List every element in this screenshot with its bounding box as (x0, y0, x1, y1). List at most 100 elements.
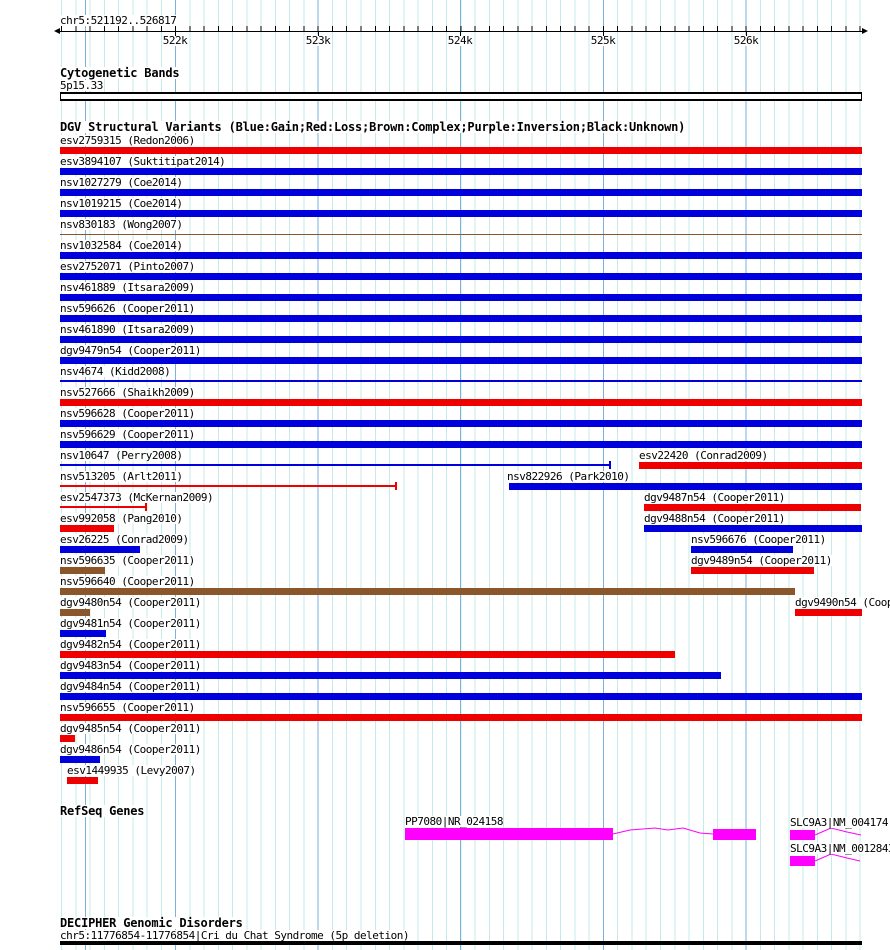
variant-label[interactable]: dgv9485n54 (Cooper2011) (60, 722, 201, 735)
gene-exon[interactable] (790, 830, 815, 840)
variant-bar[interactable] (60, 399, 862, 406)
variant-bar[interactable] (60, 485, 396, 487)
variant-bar[interactable] (60, 546, 140, 553)
variant-bar[interactable] (60, 273, 862, 280)
variant-label[interactable]: dgv9484n54 (Cooper2011) (60, 680, 201, 693)
cytoband-label[interactable]: 5p15.33 (60, 79, 103, 92)
variant-bar[interactable] (60, 693, 862, 700)
ruler-tickmarks (60, 26, 862, 31)
variant-label[interactable]: nsv10647 (Perry2008) (60, 449, 183, 462)
variant-bar-end-tick[interactable] (395, 482, 397, 490)
variant-label[interactable]: dgv9483n54 (Cooper2011) (60, 659, 201, 672)
variant-label[interactable]: nsv596626 (Cooper2011) (60, 302, 195, 315)
gene-label[interactable]: SLC9A3|NM_0012843 (790, 843, 890, 854)
ruler-major-tick (746, 32, 747, 36)
variant-label[interactable]: nsv596655 (Cooper2011) (60, 701, 195, 714)
variant-bar[interactable] (639, 462, 862, 469)
variant-label[interactable]: esv2759315 (Redon2006) (60, 134, 195, 147)
variant-label[interactable]: nsv822926 (Park2010) (507, 470, 630, 483)
variant-label[interactable]: nsv830183 (Wong2007) (60, 218, 183, 231)
variant-label[interactable]: esv1449935 (Levy2007) (67, 764, 196, 777)
gene-intron-line[interactable] (612, 827, 714, 835)
gene-intron-line[interactable] (814, 827, 862, 836)
variant-bar[interactable] (60, 714, 862, 721)
variant-label[interactable]: nsv527666 (Shaikh2009) (60, 386, 195, 399)
variant-bar[interactable] (644, 525, 862, 532)
variant-label[interactable]: nsv4674 (Kidd2008) (60, 365, 171, 378)
variant-label[interactable]: nsv596628 (Cooper2011) (60, 407, 195, 420)
variant-bar[interactable] (60, 189, 862, 196)
variant-bar[interactable] (60, 357, 862, 364)
variant-label[interactable]: dgv9479n54 (Cooper2011) (60, 344, 201, 357)
variant-bar[interactable] (60, 672, 721, 679)
variant-label[interactable]: esv992058 (Pang2010) (60, 512, 183, 525)
variant-label[interactable]: nsv461889 (Itsara2009) (60, 281, 195, 294)
variant-label[interactable]: nsv513205 (Arlt2011) (60, 470, 183, 483)
variant-bar[interactable] (60, 735, 75, 742)
variant-bar[interactable] (60, 210, 862, 217)
variant-bar[interactable] (60, 506, 146, 508)
decipher-entry-label[interactable]: chr5:11776854-11776854|Cri du Chat Syndr… (60, 929, 410, 942)
variant-bar[interactable] (60, 567, 105, 574)
variant-bar[interactable] (60, 588, 795, 595)
variant-bar[interactable] (60, 168, 862, 175)
variant-label[interactable]: esv2752071 (Pinto2007) (60, 260, 195, 273)
variant-bar[interactable] (60, 147, 862, 154)
variant-bar[interactable] (60, 609, 90, 616)
variant-bar[interactable] (60, 252, 862, 259)
variant-bar[interactable] (691, 567, 814, 574)
variant-bar[interactable] (60, 420, 862, 427)
variant-label[interactable]: nsv1019215 (Coe2014) (60, 197, 183, 210)
variant-bar[interactable] (644, 504, 861, 511)
variant-bar[interactable] (795, 609, 862, 616)
variant-bar[interactable] (60, 336, 862, 343)
variant-bar[interactable] (60, 756, 100, 763)
variant-bar[interactable] (60, 234, 862, 235)
gene-intron-line[interactable] (814, 853, 861, 862)
ruler-tick-label: 523k (305, 34, 331, 47)
variant-bar-end-tick[interactable] (145, 503, 147, 511)
variant-label[interactable]: nsv461890 (Itsara2009) (60, 323, 195, 336)
variant-bar[interactable] (60, 651, 675, 658)
variant-label[interactable]: dgv9482n54 (Cooper2011) (60, 638, 201, 651)
variant-label[interactable]: dgv9481n54 (Cooper2011) (60, 617, 201, 630)
variant-label[interactable]: esv26225 (Conrad2009) (60, 533, 189, 546)
dgv-section-title: DGV Structural Variants (Blue:Gain;Red:L… (60, 120, 686, 134)
variant-label[interactable]: dgv9490n54 (Coop (795, 597, 890, 608)
variant-label[interactable]: nsv596676 (Cooper2011) (691, 533, 826, 546)
variant-label[interactable]: nsv596629 (Cooper2011) (60, 428, 195, 441)
variant-label[interactable]: dgv9486n54 (Cooper2011) (60, 743, 201, 756)
variant-label[interactable]: nsv596640 (Cooper2011) (60, 575, 195, 588)
gene-label[interactable]: SLC9A3|NM_004174 (790, 816, 888, 829)
variant-bar[interactable] (60, 294, 862, 301)
variant-bar[interactable] (67, 777, 98, 784)
variant-bar[interactable] (60, 630, 106, 637)
variant-label[interactable]: nsv1032584 (Coe2014) (60, 239, 183, 252)
variant-bar[interactable] (60, 380, 862, 382)
cytoband-band[interactable] (60, 92, 862, 101)
ruler-tick-label: 524k (447, 34, 473, 47)
variant-label[interactable]: nsv596635 (Cooper2011) (60, 554, 195, 567)
variant-bar[interactable] (509, 483, 862, 490)
gene-exon[interactable] (713, 829, 756, 840)
variant-label[interactable]: dgv9488n54 (Cooper2011) (644, 512, 785, 525)
variant-label[interactable]: nsv1027279 (Coe2014) (60, 176, 183, 189)
variant-bar[interactable] (691, 546, 793, 553)
variant-label[interactable]: dgv9487n54 (Cooper2011) (644, 491, 785, 504)
variant-label[interactable]: dgv9480n54 (Cooper2011) (60, 596, 201, 609)
decipher-deletion-bar[interactable] (60, 941, 862, 945)
gene-exon[interactable] (405, 828, 613, 840)
variant-bar-end-tick[interactable] (609, 461, 611, 469)
variant-label[interactable]: esv22420 (Conrad2009) (639, 449, 768, 462)
variant-label[interactable]: dgv9489n54 (Cooper2011) (691, 554, 832, 567)
gene-label[interactable]: PP7080|NR_024158 (405, 815, 503, 828)
variant-label[interactable]: esv3894107 (Suktitipat2014) (60, 155, 226, 168)
variant-bar[interactable] (60, 525, 114, 532)
variant-bar[interactable] (60, 464, 610, 466)
ruler-tick-label: 525k (590, 34, 616, 47)
refseq-section-title: RefSeq Genes (60, 804, 145, 818)
variant-bar[interactable] (60, 441, 862, 448)
variant-bar[interactable] (60, 315, 862, 322)
variant-label[interactable]: esv2547373 (McKernan2009) (60, 491, 214, 504)
gene-exon[interactable] (790, 856, 815, 866)
